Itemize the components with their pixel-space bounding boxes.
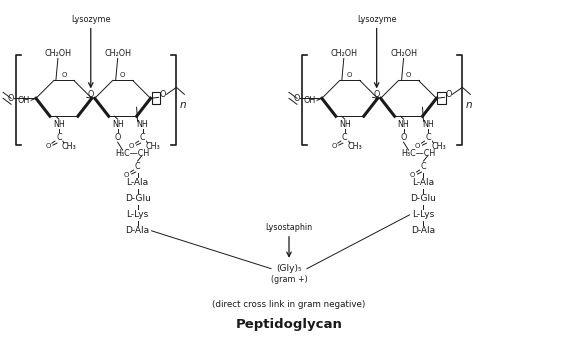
Text: O: O [415, 143, 420, 149]
Text: C: C [342, 133, 347, 142]
Text: C: C [135, 162, 140, 171]
Text: O: O [129, 143, 134, 149]
Text: CH₂OH: CH₂OH [330, 49, 357, 58]
Text: NH: NH [53, 120, 65, 129]
Text: CH₃: CH₃ [347, 141, 362, 150]
Text: NH: NH [137, 120, 148, 129]
Text: OH: OH [18, 96, 30, 105]
Text: L-Ala: L-Ala [412, 179, 435, 188]
Text: H₃C—CH: H₃C—CH [401, 149, 435, 158]
Text: O: O [124, 172, 129, 178]
Text: O: O [159, 90, 166, 99]
Text: Lysozyme: Lysozyme [357, 15, 397, 24]
Text: CH₃: CH₃ [61, 141, 76, 150]
Text: C: C [426, 133, 431, 142]
Text: L-Lys: L-Lys [412, 210, 435, 219]
Text: L-Lys: L-Lys [126, 210, 149, 219]
Text: Peptidoglycan: Peptidoglycan [236, 318, 342, 331]
Text: O: O [87, 90, 94, 99]
Text: O: O [115, 133, 121, 142]
Text: CH₃: CH₃ [431, 141, 446, 150]
Text: O: O [331, 143, 336, 149]
Text: O: O [45, 143, 50, 149]
Bar [437, 92, 446, 104]
Text: NH: NH [339, 120, 351, 129]
Text: D-Ala: D-Ala [126, 226, 149, 235]
Text: O: O [8, 94, 14, 103]
Text: (Gly)₅: (Gly)₅ [276, 264, 302, 273]
Text: D-Glu: D-Glu [124, 194, 151, 203]
Text: NH: NH [423, 120, 434, 129]
Bar [152, 92, 160, 104]
Text: O: O [347, 72, 353, 78]
Text: Lysostaphin: Lysostaphin [265, 223, 313, 232]
Text: C: C [56, 133, 62, 142]
Text: O: O [61, 72, 67, 78]
Text: O: O [120, 72, 125, 78]
Text: O: O [406, 72, 411, 78]
Text: (gram +): (gram +) [270, 275, 307, 284]
Text: NH: NH [112, 120, 123, 129]
Text: n: n [466, 100, 472, 110]
Text: Lysozyme: Lysozyme [71, 15, 111, 24]
Text: D-Ala: D-Ala [412, 226, 435, 235]
Text: O: O [294, 94, 300, 103]
Text: (direct cross link in gram negative): (direct cross link in gram negative) [212, 300, 366, 309]
Text: C: C [421, 162, 426, 171]
Text: CH₃: CH₃ [145, 141, 160, 150]
Text: CH₂OH: CH₂OH [390, 49, 417, 58]
Text: O: O [400, 133, 406, 142]
Text: L-Ala: L-Ala [127, 179, 149, 188]
Text: O: O [445, 90, 452, 99]
Text: n: n [179, 100, 186, 110]
Text: CH₂OH: CH₂OH [45, 49, 71, 58]
Text: OH: OH [304, 96, 316, 105]
Text: NH: NH [398, 120, 409, 129]
Text: D-Glu: D-Glu [411, 194, 437, 203]
Text: C: C [140, 133, 145, 142]
Text: O: O [410, 172, 415, 178]
Text: O: O [373, 90, 380, 99]
Text: CH₂OH: CH₂OH [104, 49, 131, 58]
Text: H₃C—CH: H₃C—CH [115, 149, 150, 158]
